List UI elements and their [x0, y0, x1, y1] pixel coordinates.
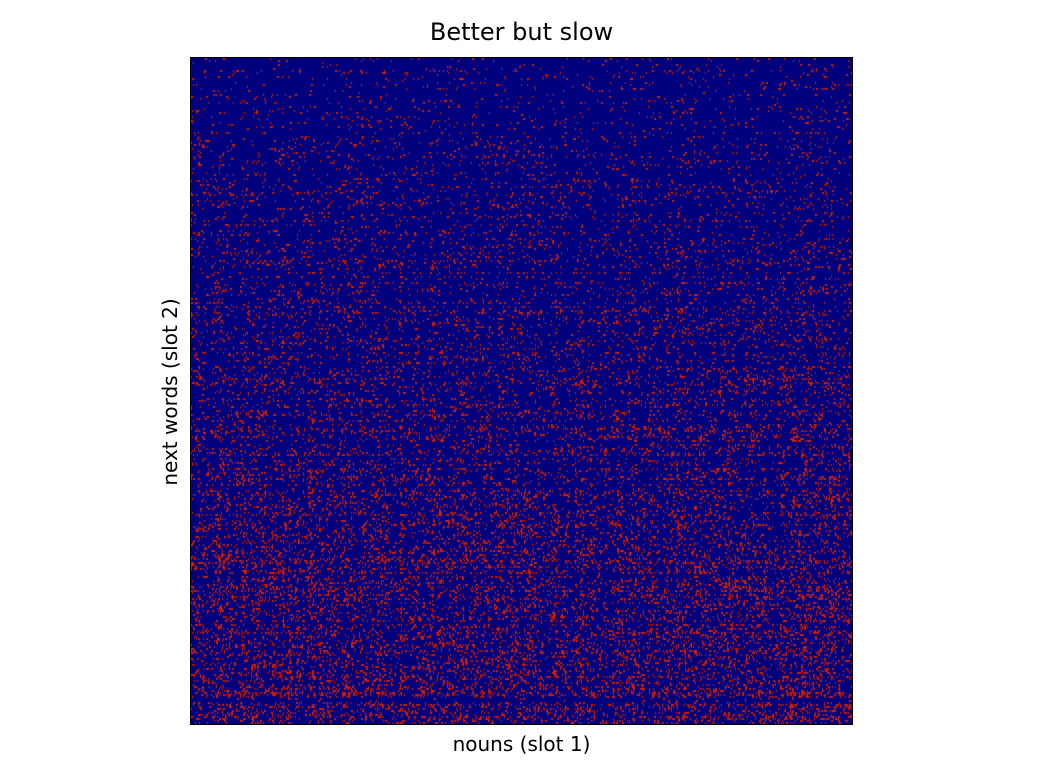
- heatmap-image: [191, 58, 852, 724]
- y-axis-label: next words (slot 2): [158, 298, 182, 486]
- plot-area: [190, 57, 853, 725]
- axes-frame: [190, 57, 853, 725]
- chart-title: Better but slow: [429, 18, 614, 46]
- x-axis-label: nouns (slot 1): [452, 732, 591, 756]
